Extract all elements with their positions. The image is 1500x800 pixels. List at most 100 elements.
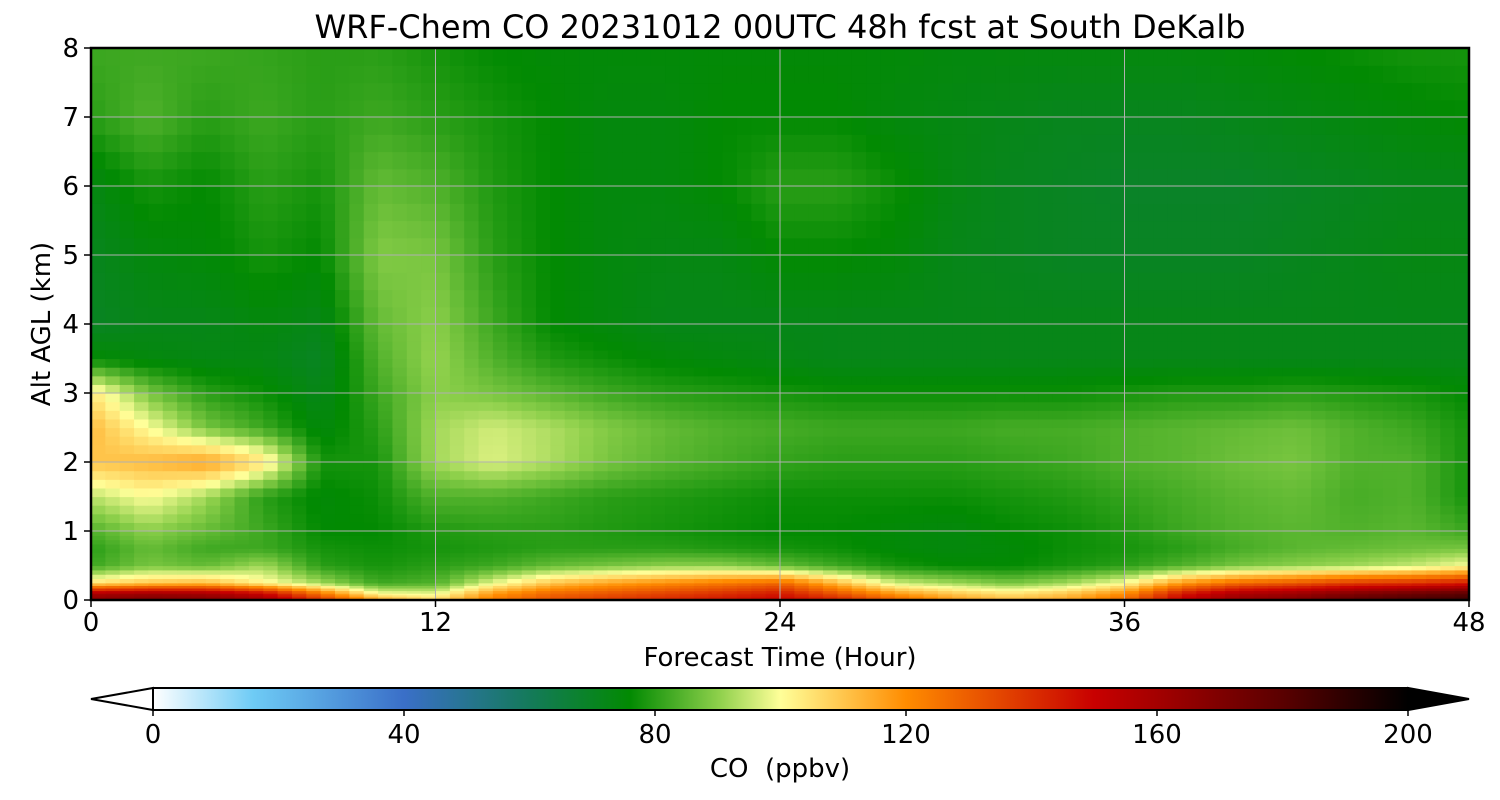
heatmap-cell xyxy=(1095,462,1111,472)
heatmap-cell xyxy=(1224,444,1240,454)
heatmap-cell xyxy=(134,186,150,204)
heatmap-cell xyxy=(980,593,996,596)
heatmap-cell xyxy=(1153,289,1169,308)
heatmap-cell xyxy=(392,401,408,411)
heatmap-cell xyxy=(335,444,350,454)
heatmap-cell xyxy=(995,548,1011,554)
heatmap-cell xyxy=(966,367,982,377)
heatmap-cell xyxy=(263,306,279,325)
heatmap-cell xyxy=(1397,590,1413,594)
heatmap-cell xyxy=(679,349,695,360)
heatmap-cell xyxy=(837,375,853,385)
heatmap-cell xyxy=(320,594,336,598)
heatmap-cell xyxy=(579,436,594,446)
heatmap-cell xyxy=(220,552,236,558)
heatmap-cell xyxy=(1052,401,1068,411)
heatmap-cell xyxy=(693,418,709,429)
heatmap-cell xyxy=(1153,341,1169,351)
heatmap-cell xyxy=(866,582,882,586)
heatmap-cell xyxy=(579,539,594,545)
heatmap-cell xyxy=(966,585,982,589)
heatmap-cell xyxy=(937,367,953,377)
heatmap-cell xyxy=(177,453,193,463)
heatmap-cell xyxy=(435,341,451,351)
heatmap-cell xyxy=(866,479,882,489)
heatmap-cell xyxy=(1052,596,1068,599)
heatmap-cell xyxy=(464,272,480,291)
heatmap-cell xyxy=(880,505,896,515)
heatmap-cell xyxy=(823,470,839,480)
heatmap-cell xyxy=(995,543,1011,549)
heatmap-cell xyxy=(722,590,738,594)
heatmap-cell xyxy=(220,324,236,334)
heatmap-cell xyxy=(880,587,896,592)
heatmap-cell xyxy=(1411,552,1427,558)
heatmap-cell xyxy=(937,306,953,325)
heatmap-cell xyxy=(808,574,824,580)
heatmap-cell xyxy=(1138,531,1154,536)
heatmap-cell xyxy=(1253,436,1269,446)
heatmap-cell xyxy=(177,401,193,411)
heatmap-cell xyxy=(579,410,594,420)
heatmap-cell xyxy=(392,548,408,554)
heatmap-cell xyxy=(995,324,1011,334)
heatmap-cell xyxy=(995,578,1011,584)
heatmap-cell xyxy=(823,548,839,554)
heatmap-cell xyxy=(564,186,580,204)
heatmap-cell xyxy=(923,220,939,239)
heatmap-cell xyxy=(349,552,365,558)
heatmap-cell xyxy=(1268,552,1283,558)
heatmap-cell xyxy=(1067,255,1083,273)
heatmap-cell xyxy=(263,341,279,351)
heatmap-cell xyxy=(1454,237,1469,256)
heatmap-cell xyxy=(1153,561,1169,567)
heatmap-cell xyxy=(1196,556,1212,562)
heatmap-cell xyxy=(148,531,164,536)
heatmap-cell xyxy=(134,548,150,554)
heatmap-cell xyxy=(91,375,106,385)
heatmap-cell xyxy=(1024,332,1039,342)
heatmap-cell xyxy=(1081,556,1097,562)
heatmap-cell xyxy=(234,479,250,489)
heatmap-cell xyxy=(765,462,781,472)
heatmap-cell xyxy=(1239,358,1255,368)
heatmap-cell xyxy=(478,522,494,532)
heatmap-cell xyxy=(579,341,594,351)
heatmap-cell xyxy=(1038,569,1054,575)
heatmap-cell xyxy=(679,548,695,554)
heatmap-cell xyxy=(1325,543,1341,549)
heatmap-cell xyxy=(335,186,350,204)
heatmap-cell xyxy=(765,410,781,420)
heatmap-cell xyxy=(464,470,480,480)
heatmap-cell xyxy=(1354,578,1370,584)
heatmap-cell xyxy=(1325,479,1341,489)
heatmap-cell xyxy=(937,470,953,480)
heatmap-cell xyxy=(91,151,106,170)
heatmap-cell xyxy=(937,186,953,204)
heatmap-cell xyxy=(636,462,652,472)
heatmap-cell xyxy=(966,436,982,446)
heatmap-cell xyxy=(91,203,106,222)
heatmap-cell xyxy=(277,561,293,567)
heatmap-cell xyxy=(492,556,508,562)
heatmap-cell xyxy=(435,593,451,596)
heatmap-cell xyxy=(191,384,207,394)
heatmap-cell xyxy=(1024,324,1039,334)
heatmap-cell xyxy=(119,561,135,567)
heatmap-cell xyxy=(1268,594,1283,598)
heatmap-cell xyxy=(564,203,580,222)
heatmap-cell xyxy=(636,349,652,360)
heatmap-cell xyxy=(1038,358,1054,368)
heatmap-cell xyxy=(765,590,781,594)
heatmap-cell xyxy=(579,596,594,599)
heatmap-cell xyxy=(650,556,666,562)
heatmap-cell xyxy=(1024,496,1039,506)
heatmap-cell xyxy=(449,590,465,594)
heatmap-cell xyxy=(1296,594,1312,598)
heatmap-cell xyxy=(1311,585,1327,589)
heatmap-cell xyxy=(349,237,365,256)
heatmap-cell xyxy=(1124,255,1140,273)
heatmap-cell xyxy=(349,556,365,562)
heatmap-cell xyxy=(1311,220,1327,239)
heatmap-cell xyxy=(1124,561,1140,567)
